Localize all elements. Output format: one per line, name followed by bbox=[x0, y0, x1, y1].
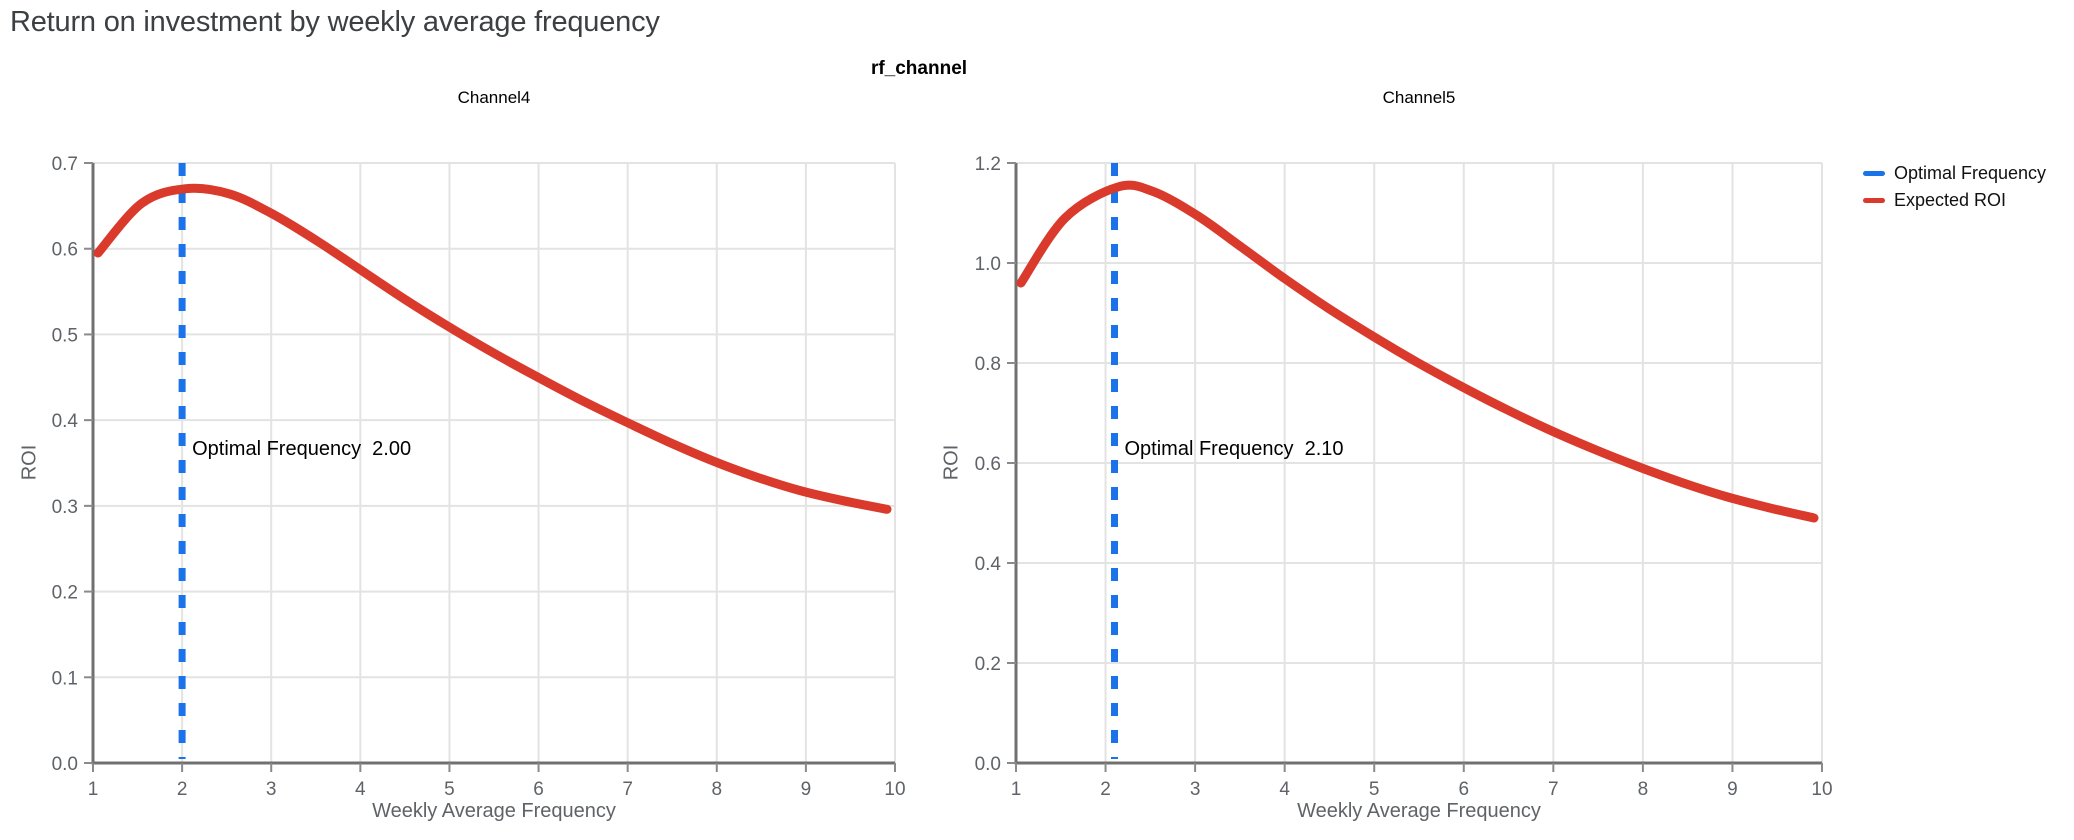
y-tick-label: 0.0 bbox=[52, 754, 78, 775]
x-tick-label: 1 bbox=[1011, 779, 1022, 800]
y-tick-label: 1.0 bbox=[975, 254, 1001, 275]
gridlines bbox=[92, 162, 896, 764]
x-axis-title-channel4: Weekly Average Frequency bbox=[372, 800, 616, 822]
subplot-title-channel5: Channel5 bbox=[1382, 88, 1456, 107]
legend-label: Expected ROI bbox=[1894, 190, 2007, 210]
tick-labels: 1 2 3 4 5 6 7 8 9 10 0.0 0.1 0.2 0.3 0.4 0.5 0.6 0.7 bbox=[52, 154, 906, 800]
x-tick-label: 5 bbox=[1369, 779, 1380, 800]
x-tick-label: 7 bbox=[622, 779, 633, 800]
y-tick-label: 0.6 bbox=[975, 454, 1001, 475]
y-tick-label: 0.2 bbox=[975, 654, 1001, 675]
y-tick-label: 0.8 bbox=[975, 354, 1001, 375]
optimal-frequency-annotation: Optimal Frequency 2.00 bbox=[192, 438, 411, 460]
y-tick-label: 0.2 bbox=[52, 583, 78, 604]
y-tick-label: 0.7 bbox=[52, 154, 78, 175]
axes bbox=[91, 163, 895, 765]
x-tick-label: 1 bbox=[88, 779, 99, 800]
x-tick-label: 8 bbox=[711, 779, 722, 800]
page-title: Return on investment by weekly average f… bbox=[10, 6, 660, 38]
x-tick-label: 6 bbox=[1458, 779, 1469, 800]
x-axis-title-channel5: Weekly Average Frequency bbox=[1297, 800, 1541, 822]
optimal-frequency-annotation: Optimal Frequency 2.10 bbox=[1125, 438, 1344, 460]
x-tick-label: 5 bbox=[444, 779, 455, 800]
legend-item-expected-roi: Expected ROI bbox=[1863, 187, 2046, 214]
optimal-frequency-swatch bbox=[1863, 171, 1885, 176]
expected-roi-curve bbox=[93, 183, 892, 514]
expected-roi-swatch bbox=[1863, 198, 1885, 203]
x-tick-label: 9 bbox=[1727, 779, 1738, 800]
y-tick-label: 1.2 bbox=[975, 154, 1001, 175]
y-tick-label: 0.1 bbox=[52, 668, 78, 689]
x-tick-label: 8 bbox=[1638, 779, 1649, 800]
y-tick-label: 0.0 bbox=[975, 754, 1001, 775]
plot-channel4: 1 2 3 4 5 6 7 8 9 10 0.0 0.1 0.2 0.3 0.4 0.5 0.6 0.7 Optim… bbox=[52, 154, 906, 800]
y-tick-label: 0.6 bbox=[52, 240, 78, 261]
tick-labels: 1 2 3 4 5 6 7 8 9 10 0.0 0.2 0.4 0.6 0.8 1.0 1.2 bbox=[975, 154, 1833, 800]
plot-channel5: 1 2 3 4 5 6 7 8 9 10 0.0 0.2 0.4 0.6 0.8 1.0 1.2 Optimal … bbox=[975, 154, 1833, 800]
x-tick-label: 3 bbox=[266, 779, 277, 800]
x-tick-label: 6 bbox=[533, 779, 544, 800]
x-tick-label: 9 bbox=[801, 779, 812, 800]
legend: Optimal Frequency Expected ROI bbox=[1863, 160, 2046, 214]
expected-roi-curve bbox=[1016, 180, 1819, 523]
x-tick-label: 3 bbox=[1190, 779, 1201, 800]
y-tick-label: 0.3 bbox=[52, 497, 78, 518]
x-tick-label: 4 bbox=[1279, 779, 1290, 800]
x-tick-label: 2 bbox=[1100, 779, 1111, 800]
x-tick-label: 10 bbox=[1811, 779, 1832, 800]
subplot-title-channel4: Channel4 bbox=[457, 88, 531, 107]
y-tick-label: 0.4 bbox=[52, 411, 79, 432]
x-tick-label: 10 bbox=[884, 779, 905, 800]
x-tick-label: 2 bbox=[177, 779, 188, 800]
y-tick-label: 0.4 bbox=[975, 554, 1002, 575]
x-tick-label: 4 bbox=[355, 779, 366, 800]
y-tick-label: 0.5 bbox=[52, 325, 78, 346]
x-tick-label: 7 bbox=[1548, 779, 1559, 800]
facet-title: rf_channel bbox=[870, 58, 968, 79]
gridlines bbox=[1015, 162, 1823, 764]
legend-item-optimal-frequency: Optimal Frequency bbox=[1863, 160, 2046, 187]
legend-label: Optimal Frequency bbox=[1894, 163, 2047, 183]
